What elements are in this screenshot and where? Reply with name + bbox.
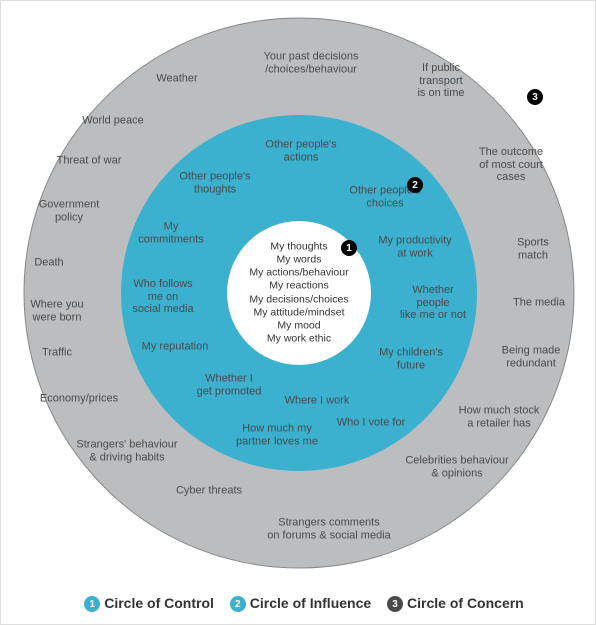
legend: 1Circle of Control 2Circle of Influence … (1, 595, 595, 612)
circles-diagram: My thoughtsMy wordsMy actions/behaviourM… (0, 0, 596, 625)
control-center-list: My thoughtsMy wordsMy actions/behaviourM… (249, 241, 348, 346)
legend-dot-3: 3 (387, 596, 403, 612)
control-item: My work ethic (249, 332, 348, 345)
control-item: My words (249, 254, 348, 267)
control-item: My attitude/mindset (249, 306, 348, 319)
control-item: My thoughts (249, 241, 348, 254)
ring-marker-3: 3 (527, 89, 543, 105)
control-item: My reactions (249, 280, 348, 293)
legend-label-1: Circle of Control (104, 595, 214, 611)
ring-marker-1: 1 (341, 240, 357, 256)
control-item: My mood (249, 319, 348, 332)
control-item: My actions/behaviour (249, 267, 348, 280)
ring-marker-2: 2 (407, 177, 423, 193)
legend-label-2: Circle of Influence (250, 595, 371, 611)
control-item: My decisions/choices (249, 293, 348, 306)
legend-dot-1: 1 (84, 596, 100, 612)
legend-dot-2: 2 (230, 596, 246, 612)
legend-label-3: Circle of Concern (407, 595, 524, 611)
